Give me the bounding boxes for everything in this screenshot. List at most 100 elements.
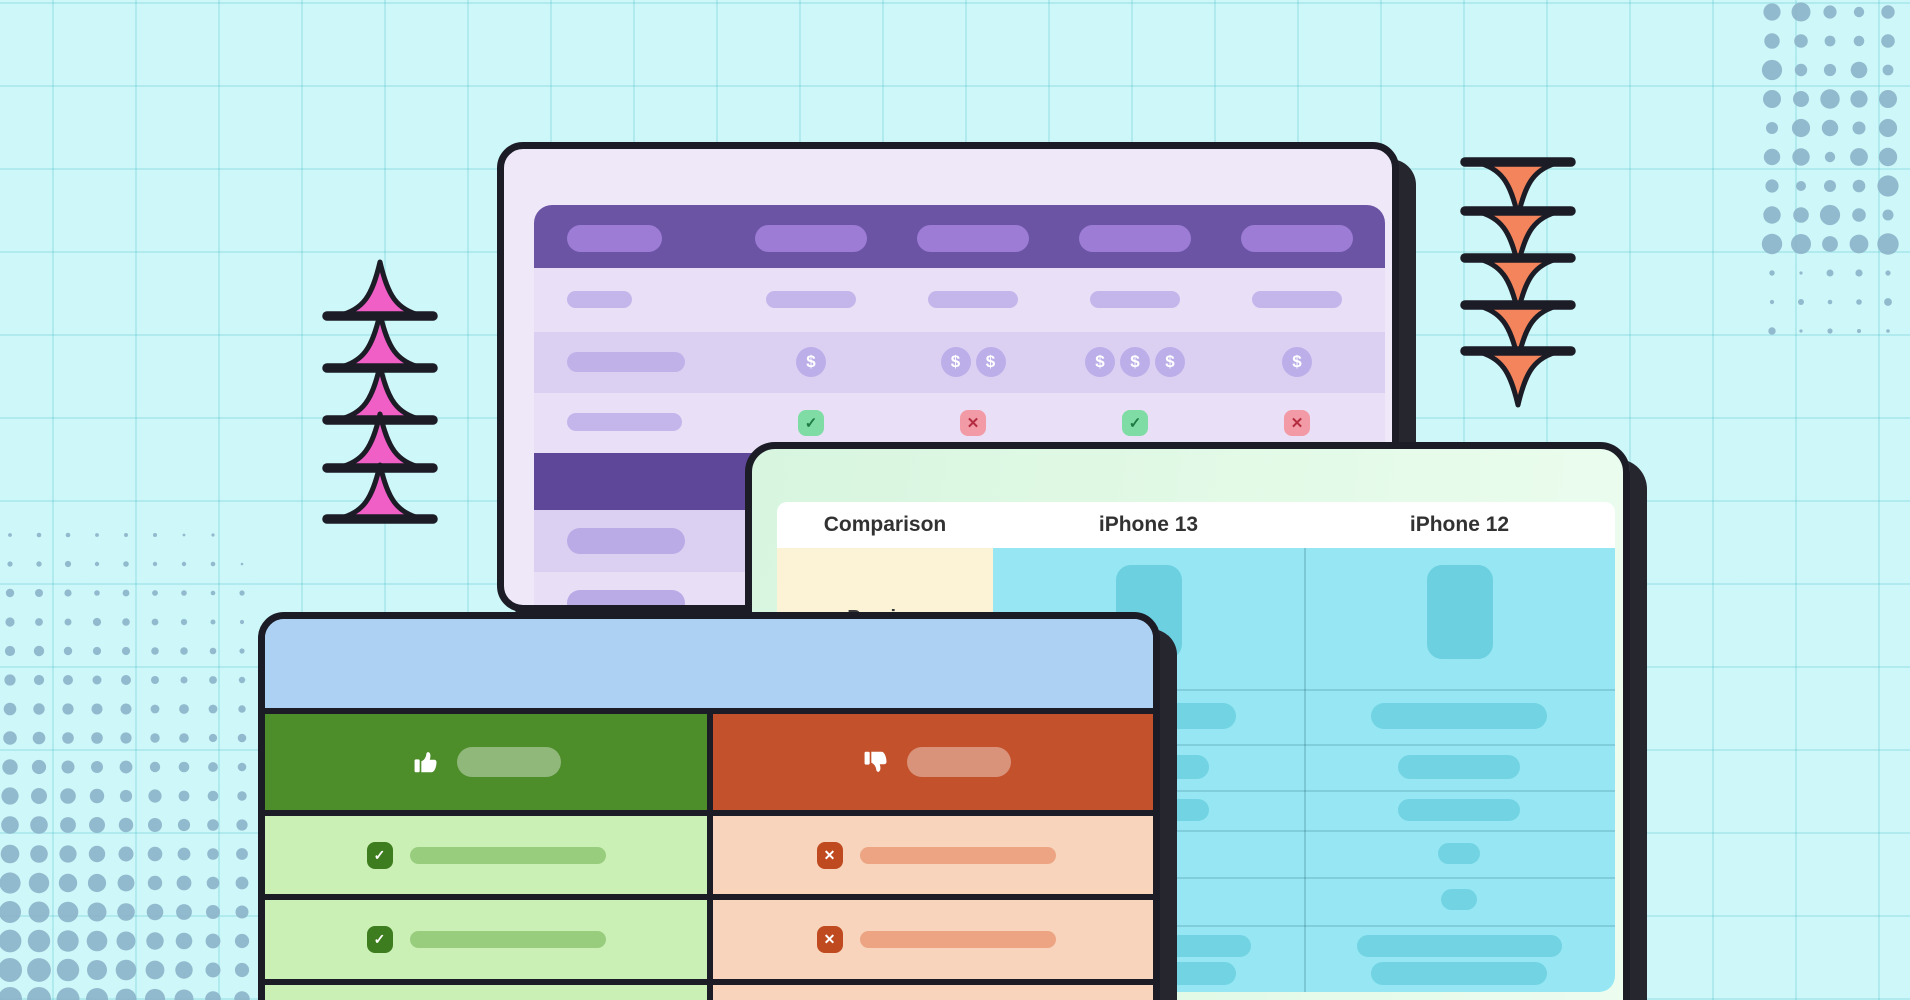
halftone-dot [208,704,218,714]
halftone-dot [27,929,51,953]
halftone-dot [209,647,217,655]
pink-spikes-decoration [322,259,438,524]
halftone-dot [117,903,135,921]
halftone-dot [7,561,13,567]
spike-shape [335,462,425,522]
cons-pill-placeholder [859,846,1056,864]
text-pill-placeholder [1090,291,1180,308]
halftone-dot [1852,208,1866,222]
halftone-dot [124,533,128,537]
halftone-dot [123,561,129,567]
halftone-dot [1791,118,1811,138]
dollar-coin-icon: $ [1282,347,1312,377]
halftone-dot [1768,327,1776,335]
text-pill-placeholder [766,291,856,308]
halftone-dot [115,988,137,1000]
halftone-dot [31,759,47,775]
halftone-dot [1877,233,1899,255]
halftone-dot [121,646,131,656]
halftone-dot [1878,147,1898,167]
header-pill-placeholder [1079,225,1191,252]
text-pill-placeholder [567,413,682,431]
row-divider [993,925,1615,927]
halftone-dot [1853,6,1865,18]
pros-cons-card: ✓✕✓✕✓✕ [258,612,1160,1000]
halftone-dot [1791,2,1811,22]
dollar-sign: $ [985,352,996,371]
halftone-dot [91,761,103,773]
halftone-dot [238,705,246,713]
spec-pill-placeholder [1371,703,1547,729]
text-pill-placeholder [1252,291,1342,308]
halftone-dot [60,817,76,833]
halftone-dot [239,590,245,596]
halftone-dot [1856,299,1862,305]
header-pill-placeholder [567,225,662,252]
spike-shape [335,411,425,471]
halftone-dot [1796,181,1806,191]
halftone-dot [87,873,107,893]
halftone-dot [1850,148,1868,166]
spike-shape [335,311,425,371]
halftone-dot [151,676,159,684]
halftone-dot [205,933,221,949]
halftone-dot [1885,270,1891,276]
halftone-dot [181,561,187,567]
halftone-dot [176,875,192,891]
halftone-dot [1824,180,1836,192]
spec-pill-placeholder [1398,799,1520,821]
dollar-sign: $ [806,352,816,371]
halftone-dot [1882,209,1894,221]
halftone-dot [1821,119,1839,137]
halftone-dot [237,733,247,743]
halftone-dot [122,618,130,626]
halftone-dot [146,932,164,950]
halftone-dot [89,817,105,833]
pros-pill-placeholder [409,846,606,864]
halftone-dot [92,675,102,685]
verdict-header-row [265,708,1153,810]
halftone-dot [62,732,74,744]
text-pill-placeholder [567,352,685,372]
check-badge-icon: ✓ [1122,410,1148,436]
halftone-dot [63,675,73,685]
halftone-dot [234,991,250,1000]
header-pill-placeholder [917,225,1029,252]
spec-pill-placeholder [1398,755,1520,779]
halftone-dot [92,646,102,656]
halftone-dot [95,533,99,537]
halftone-dot [1823,5,1837,19]
dollar-coin-icon: $ [1085,347,1115,377]
halftone-dot [210,590,216,596]
halftone-dot [1852,179,1866,193]
halftone-dot [1879,90,1897,108]
halftone-dot [8,533,12,537]
halftone-dot [236,819,248,831]
pros-cell: ✓ [265,900,707,979]
halftone-dot [1761,59,1783,81]
halftone-dot [145,960,165,980]
halftone-dot [153,533,157,537]
halftone-dot [175,961,193,979]
halftone-dot [91,732,103,744]
check-badge-icon: ✓ [798,410,824,436]
halftone-dot [62,703,74,715]
halftone-dot [0,872,21,894]
halftone-dot [32,731,46,745]
halftone-dot [30,816,48,834]
halftone-dot [178,790,190,802]
cons-pill-placeholder [859,931,1056,948]
row-divider [993,744,1615,746]
halftone-dot [205,962,221,978]
halftone-dot [234,933,250,949]
halftone-dot [30,845,48,863]
halftone-dot [1849,234,1869,254]
halftone-dot [91,703,103,715]
halftone-dot [1852,121,1866,135]
halftone-dot [89,788,105,804]
halftone-dot [1853,35,1865,47]
halftone-dot [179,704,189,714]
halftone-dot [0,929,22,953]
